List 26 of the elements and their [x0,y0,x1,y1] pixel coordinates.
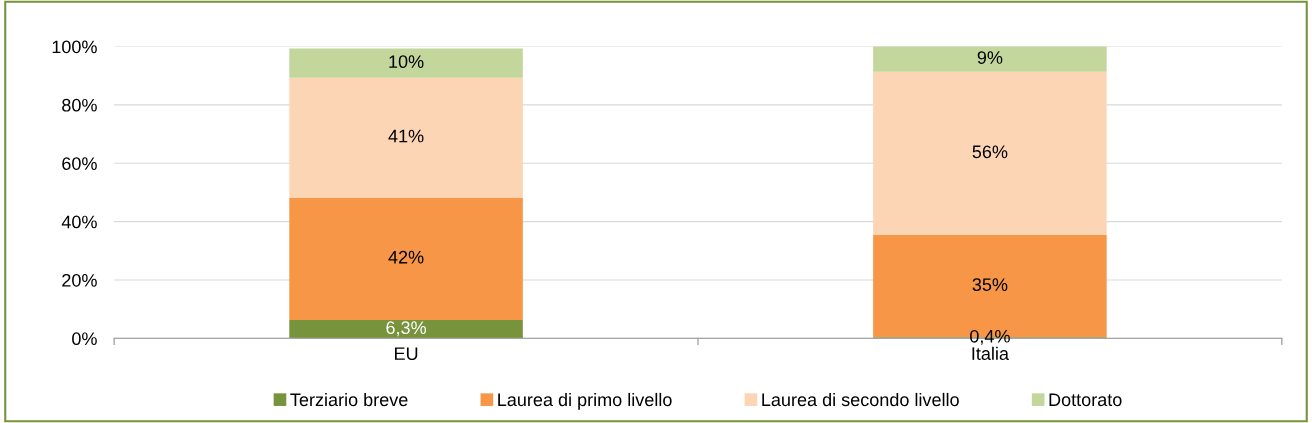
x-tick-label: Italia [972,346,1009,360]
bar [873,71,1107,236]
legend-label: Laurea di primo livello [498,392,672,410]
data-label: 35% [972,278,1008,291]
legend-label: Laurea di secondo livello [762,392,959,407]
legend-label: Terziario breve [290,392,408,407]
y-tick-label: 0% [72,332,97,346]
y-tick-label: 100% [52,40,97,54]
data-label: 0,4% [970,329,1010,345]
y-tick-label: 40% [61,215,97,229]
bar [289,77,523,198]
y-tick-label: 80% [62,98,97,112]
data-label: 41% [388,129,424,143]
y-tick-label: 60% [62,157,97,170]
data-label: 6,3% [386,321,426,337]
y-tick-label: 20% [62,273,97,287]
data-label: 56% [972,145,1008,159]
data-label: 42% [388,250,424,264]
x-tick-label: EU [395,347,418,360]
bar [873,46,1107,72]
legend-label: Dottorato [1049,393,1122,407]
data-label: 10% [389,55,424,69]
bar [289,48,523,78]
data-label: 9% [977,51,1003,64]
bar [289,197,523,321]
bar [289,320,523,339]
